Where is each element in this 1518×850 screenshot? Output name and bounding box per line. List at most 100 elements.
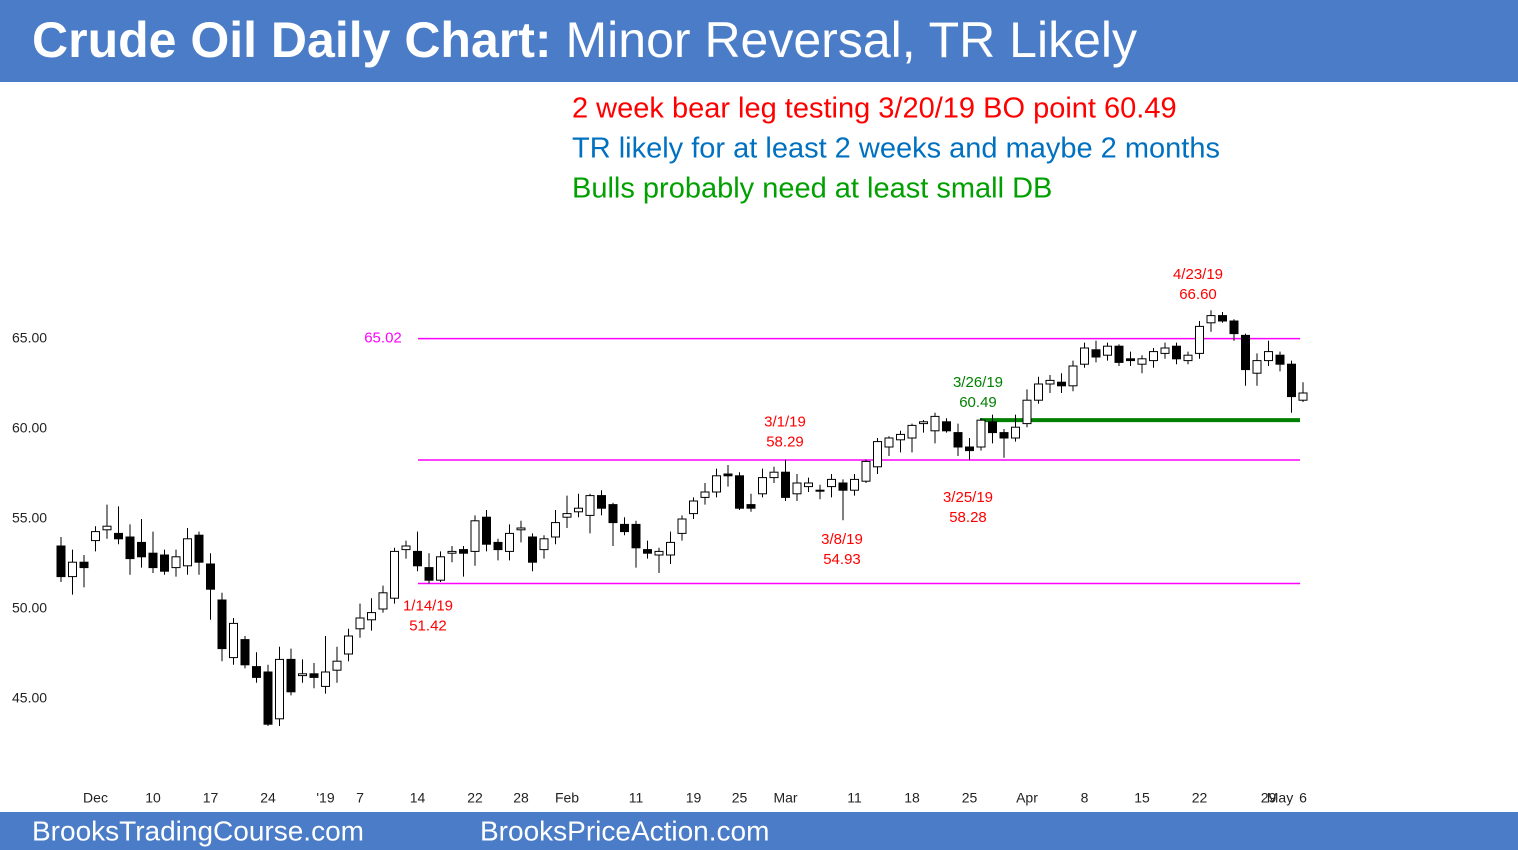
candle-body [1206, 315, 1216, 324]
candle-body [1022, 399, 1032, 425]
candle-body [217, 599, 227, 650]
candle-body [654, 550, 664, 556]
annotation-value: 66.60 [1179, 286, 1217, 303]
candle-body [114, 532, 123, 540]
candle-body [827, 478, 836, 488]
annotation-value: 58.29 [766, 434, 804, 451]
level-label: 65.02 [364, 330, 402, 347]
candle-body [1137, 358, 1147, 365]
candle-body [689, 500, 698, 515]
candle-body [528, 536, 537, 563]
y-tick-label: 55.00 [12, 510, 47, 526]
candle-body [413, 550, 422, 567]
y-tick-label: 65.00 [12, 330, 47, 346]
candle-body [91, 531, 100, 542]
candle-body [873, 441, 882, 468]
footer-right: BrooksPriceAction.com [480, 815, 769, 846]
candle-body [574, 507, 583, 513]
candle-body [275, 658, 284, 720]
candle-body [355, 617, 365, 630]
annotation-value: 54.93 [823, 551, 861, 568]
y-tick-label: 45.00 [12, 690, 47, 706]
note: TR likely for at least 2 weeks and maybe… [572, 133, 1220, 165]
candle-body [447, 550, 457, 554]
candle-body [436, 556, 445, 581]
candle-body [194, 534, 204, 563]
x-tick-label: 25 [962, 790, 978, 806]
candle-body [1275, 354, 1285, 365]
candle-body [597, 495, 606, 509]
candle-body [505, 532, 514, 552]
x-tick-label: 7 [356, 790, 364, 806]
annotation-value: 58.28 [949, 509, 987, 526]
candle-body [585, 495, 595, 516]
candle-body [493, 541, 503, 551]
candle-body [746, 504, 756, 509]
candle-body [1241, 334, 1250, 371]
candle-body [263, 671, 273, 725]
candle-body [1045, 379, 1055, 385]
annotation-date: 4/23/19 [1173, 266, 1223, 283]
candle-body [677, 518, 687, 534]
x-tick-label: Dec [83, 790, 108, 806]
candle-body [930, 415, 940, 432]
candle-body [102, 525, 112, 531]
candle-body [206, 563, 215, 590]
candle-body [804, 482, 813, 488]
candle-body [1057, 381, 1066, 387]
candle-body [1080, 347, 1089, 365]
annotation-value: 60.49 [959, 394, 997, 411]
x-tick-label: 17 [203, 790, 219, 806]
candle-body [700, 491, 710, 498]
x-tick-label: 22 [1192, 790, 1208, 806]
candle-body [378, 592, 388, 610]
candle-body [896, 433, 905, 441]
candle-body [137, 541, 146, 558]
candle-body [171, 556, 181, 569]
candle-body [286, 658, 296, 693]
candle-body [666, 541, 675, 556]
candle-body [1264, 351, 1273, 362]
candle-body [1195, 325, 1204, 354]
x-tick-label: Feb [555, 790, 579, 806]
candle-body [459, 549, 468, 554]
candle-body [919, 421, 928, 425]
candle-body [1149, 351, 1158, 362]
x-tick-label: 25 [732, 790, 748, 806]
annotation-date: 1/14/19 [403, 597, 453, 614]
x-tick-label: 8 [1081, 790, 1089, 806]
annotation-value: 51.42 [409, 617, 447, 634]
candle-body [240, 639, 250, 666]
candle-body [965, 446, 974, 452]
candle-body [79, 561, 89, 569]
candle-body [608, 504, 618, 524]
candle-body [68, 561, 77, 578]
candle-body [758, 477, 767, 495]
note: 2 week bear leg testing 3/20/19 BO point… [572, 93, 1177, 125]
candle-body [838, 482, 848, 491]
x-tick-label: May [1267, 790, 1293, 806]
x-tick-label: '19 [316, 790, 334, 806]
title-rest: Minor Reversal, TR Likely [566, 12, 1137, 68]
candle-body [792, 482, 802, 495]
candle-body [861, 460, 871, 482]
candle-body [125, 536, 135, 560]
candle-body [781, 471, 790, 498]
candle-body [1126, 358, 1135, 362]
candle-body [907, 424, 917, 439]
candle-body [1068, 365, 1078, 387]
header-bar [0, 0, 1518, 82]
x-tick-label: 10 [145, 790, 161, 806]
footer-bar [0, 812, 1518, 850]
candle-body [1298, 392, 1308, 401]
candle-body [470, 520, 480, 552]
annotation-date: 3/8/19 [821, 531, 863, 548]
candle-body [712, 475, 721, 493]
candle-body [298, 673, 307, 677]
chart-title: Crude Oil Daily Chart: Minor Reversal, TR… [32, 12, 1137, 68]
candle-body [769, 471, 779, 479]
candle-body [367, 612, 376, 621]
x-tick-label: 11 [847, 790, 862, 806]
x-tick-label: 19 [686, 790, 702, 806]
candle-body [815, 489, 825, 492]
